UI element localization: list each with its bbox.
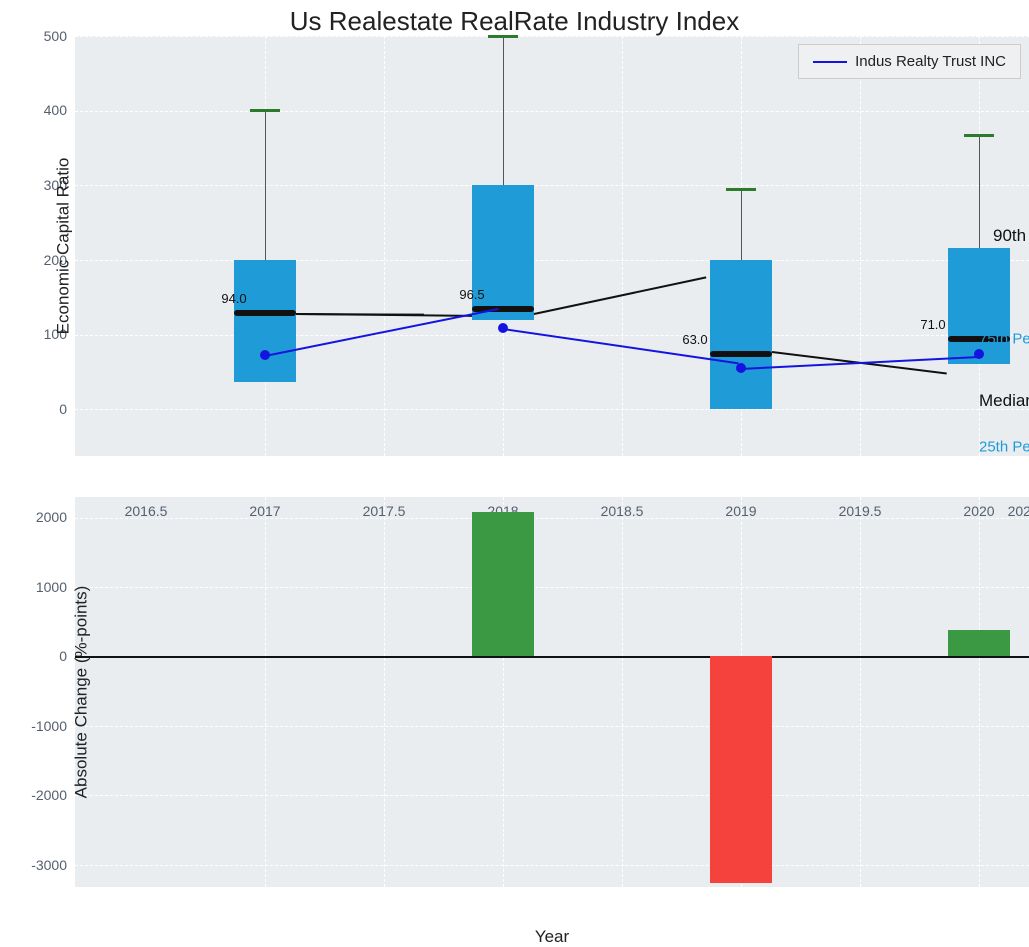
x-tick-2019-0: 2019	[725, 503, 756, 519]
y-tick-400: 400	[17, 102, 67, 118]
y-tick-1000: 1000	[17, 579, 67, 595]
whisker-cap-2019	[726, 188, 756, 191]
y-tick-m3000: -3000	[17, 857, 67, 873]
y-tick-0: 0	[17, 401, 67, 417]
bottom-plot-area: 2000 1000 0 -1000 -2000 -3000 Absolute C…	[75, 497, 1029, 887]
gridline-y-m3000	[75, 865, 1029, 866]
gridline-x2-2020	[979, 497, 980, 887]
whisker-line-2017	[265, 111, 266, 260]
median-seg-2017	[234, 310, 296, 316]
x-tick-2017-0: 2017	[249, 503, 280, 519]
legend-box[interactable]: Indus Realty Trust INC	[798, 44, 1021, 79]
median-label-2017: 94.0	[221, 291, 246, 306]
gridline-x2-2017	[265, 497, 266, 887]
y-tick-500: 500	[17, 28, 67, 44]
annotation-median: Median	[979, 391, 1029, 411]
whisker-line-2019	[741, 189, 742, 260]
legend-line-icon	[813, 61, 847, 63]
whisker-cap-2018	[488, 35, 518, 38]
box-2019[interactable]	[710, 260, 772, 409]
top-plot-area: 500 400 300 200 100 0 Economic Capital R…	[75, 36, 1029, 456]
y-tick-m2000: -2000	[17, 787, 67, 803]
box-2017[interactable]	[234, 260, 296, 382]
chart-title: Us Realestate RealRate Industry Index	[0, 6, 1029, 37]
gridline-x-2017-5	[384, 36, 385, 456]
y-axis-title-bottom: Absolute Change (%-points)	[71, 586, 91, 799]
median-seg-2019	[710, 351, 772, 357]
gridline-y-2000	[75, 518, 1029, 519]
whisker-cap-2020	[964, 134, 994, 137]
bar-2018[interactable]	[472, 512, 534, 656]
whisker-line-2020	[979, 136, 980, 248]
y-tick-2000: 2000	[17, 509, 67, 525]
x-tick-2016-5: 2016.5	[125, 503, 168, 519]
gridline-y-0	[75, 409, 1029, 410]
x-tick-2020-0: 2020	[963, 503, 994, 519]
annotation-90th-percentile: 90th Percentile	[993, 226, 1029, 246]
y-tick-m1000: -1000	[17, 718, 67, 734]
chart-root: Us Realestate RealRate Industry Index 50…	[0, 0, 1029, 940]
y-axis-title-top: Economic Capital Ratio	[53, 158, 73, 335]
gridline-x2-2017-5	[384, 497, 385, 887]
whisker-cap-2017	[250, 109, 280, 112]
bar-2019[interactable]	[710, 656, 772, 883]
annotation-25th-percentile: 25th Percentile	[979, 439, 1029, 456]
x-tick-2019-5: 2019.5	[839, 503, 882, 519]
median-label-2019: 63.0	[682, 332, 707, 347]
gridline-x-2018-5	[622, 36, 623, 456]
x-axis-title: Year	[535, 927, 569, 947]
gridline-y-m2000	[75, 795, 1029, 796]
zero-baseline	[75, 656, 1029, 658]
x-tick-2017-5: 2017.5	[363, 503, 406, 519]
gridline-y-300	[75, 185, 1029, 186]
gridline-x-2019-5	[860, 36, 861, 456]
gridline-y-200	[75, 260, 1029, 261]
gridline-x2-2018-5	[622, 497, 623, 887]
median-label-2020: 71.0	[920, 317, 945, 332]
gridline-y-400	[75, 111, 1029, 112]
bar-2020[interactable]	[948, 630, 1010, 656]
gridline-y-m1000	[75, 726, 1029, 727]
median-label-2018: 96.5	[459, 287, 484, 302]
annotation-75th-percentile: 75th Percentile	[979, 331, 1029, 348]
gridline-y-1000	[75, 587, 1029, 588]
x-tick-2020-5: 2020.5	[1008, 503, 1029, 519]
y-tick-0b: 0	[17, 648, 67, 664]
gridline-y-500	[75, 36, 1029, 37]
x-tick-2018-5: 2018.5	[601, 503, 644, 519]
gridline-x2-2019-5	[860, 497, 861, 887]
legend-label: Indus Realty Trust INC	[855, 53, 1006, 70]
whisker-line-2018	[503, 36, 504, 185]
median-connector-2019	[534, 276, 707, 315]
